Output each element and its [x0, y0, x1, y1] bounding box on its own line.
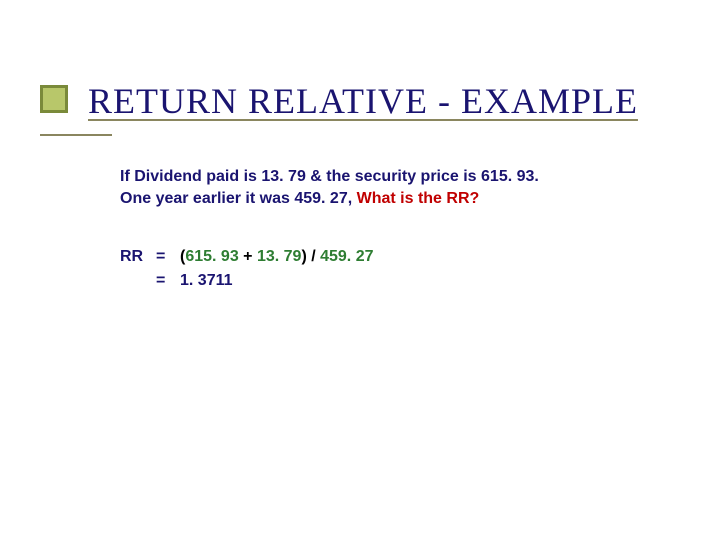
solution-value: 13. 79 [257, 248, 301, 265]
problem-text: One year earlier it was [120, 190, 294, 207]
solution-result: 1. 3711 [180, 269, 233, 293]
solution-expression: (615. 93 + 13. 79) / 459. 27 [180, 245, 374, 269]
slide: Return relative - Example If Dividend pa… [0, 0, 720, 540]
equals-sign: = [156, 245, 180, 269]
problem-text: , [348, 190, 357, 207]
problem-value: 13. 79 [261, 168, 305, 185]
bullet-square-icon [40, 85, 68, 113]
solution-value: 615. 93 [185, 248, 238, 265]
divide-sign: / [307, 248, 320, 265]
problem-text: If Dividend paid is [120, 168, 261, 185]
solution-label-empty [120, 269, 156, 293]
problem-value: 459. 27 [294, 190, 347, 207]
solution-row-2: = 1. 3711 [120, 269, 680, 293]
solution-row-1: RR = (615. 93 + 13. 79) / 459. 27 [120, 245, 680, 269]
problem-text: & the security price is [306, 168, 481, 185]
slide-title: Return relative - Example [88, 80, 638, 122]
title-underline-extension [40, 134, 112, 136]
problem-question: What is the RR? [357, 190, 480, 207]
title-block: Return relative - Example [40, 80, 700, 122]
solution-block: RR = (615. 93 + 13. 79) / 459. 27 = 1. 3… [120, 245, 680, 293]
solution-value: 459. 27 [320, 248, 373, 265]
equals-sign: = [156, 269, 180, 293]
problem-statement: If Dividend paid is 13. 79 & the securit… [120, 166, 680, 209]
problem-text: . [534, 168, 538, 185]
solution-label: RR [120, 245, 156, 269]
problem-value: 615. 93 [481, 168, 534, 185]
plus-sign: + [239, 248, 257, 265]
body-content: If Dividend paid is 13. 79 & the securit… [120, 166, 680, 293]
